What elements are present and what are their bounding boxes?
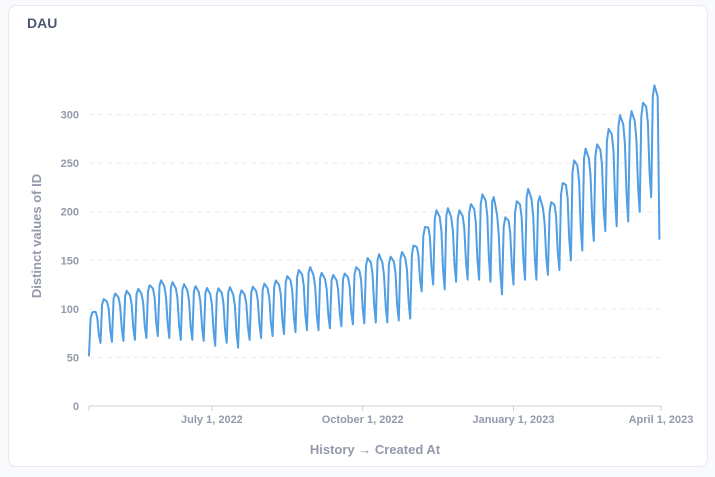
chart-card: DAU 0 50 100 150 200 250 300 July 1, 2022 Octob… xyxy=(8,5,708,467)
y-tick-label: 250 xyxy=(61,158,79,170)
card-title[interactable]: DAU xyxy=(27,15,58,31)
y-tick-label: 200 xyxy=(61,207,79,219)
y-tick-label: 100 xyxy=(61,304,79,316)
x-tick-label: January 1, 2023 xyxy=(473,414,555,426)
x-axis: July 1, 2022 October 1, 2022 January 1, 20… xyxy=(88,405,694,426)
x-tick-label: April 1, 2023 xyxy=(629,414,694,426)
series-layer xyxy=(88,84,661,357)
y-axis-ticks: 0 50 100 150 200 250 300 xyxy=(61,110,79,413)
y-tick-label: 0 xyxy=(73,401,79,413)
series-line xyxy=(88,84,661,357)
x-tick-label: October 1, 2022 xyxy=(322,414,404,426)
x-tick-label: July 1, 2022 xyxy=(181,414,243,426)
y-axis-title: Distinct values of ID xyxy=(29,174,44,298)
line-chart: 0 50 100 150 200 250 300 July 1, 2022 October 1… xyxy=(29,84,694,457)
x-axis-title: History → Created At xyxy=(310,442,441,457)
y-tick-label: 50 xyxy=(67,352,79,364)
y-tick-label: 150 xyxy=(61,255,79,267)
y-tick-label: 300 xyxy=(61,110,79,122)
